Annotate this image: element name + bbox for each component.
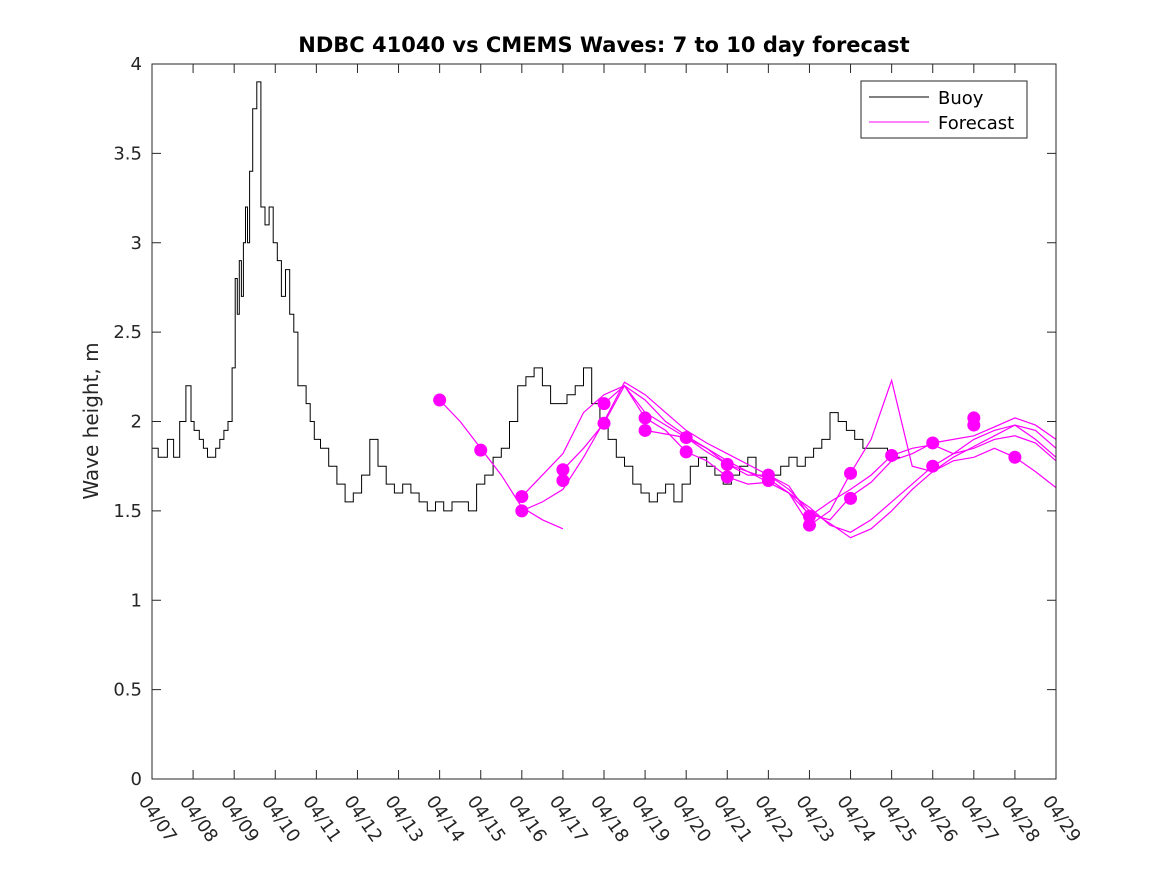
forecast-marker	[556, 473, 570, 487]
forecast-marker	[597, 416, 611, 430]
legend: Buoy Forecast	[860, 80, 1028, 139]
forecast-marker	[926, 436, 940, 450]
forecast-marker	[844, 466, 858, 480]
forecast-marker	[1008, 450, 1022, 464]
forecast-marker	[926, 459, 940, 473]
forecast-marker	[802, 518, 816, 532]
y-tick-label: 2	[131, 412, 142, 433]
forecast-marker	[885, 448, 899, 462]
y-tick-label: 2.5	[113, 322, 142, 343]
chart-title: NDBC 41040 vs CMEMS Waves: 7 to 10 day f…	[298, 33, 909, 57]
forecast-marker	[761, 473, 775, 487]
buoy-series-line	[152, 81, 900, 512]
forecast-marker	[844, 491, 858, 505]
forecast-marker	[802, 509, 816, 523]
y-tick-label: 3.5	[113, 143, 142, 164]
y-axis-label: Wave height, m	[79, 342, 103, 499]
forecast-series-line	[603, 378, 1056, 527]
y-tick-label: 1.5	[113, 501, 142, 522]
forecast-marker	[720, 470, 734, 484]
y-axis: 0 0.5 1 1.5 2 2.5 3 3.5 4	[113, 54, 1056, 790]
legend-box	[860, 80, 1028, 139]
y-tick-label: 0.5	[113, 680, 142, 701]
forecast-marker	[515, 490, 529, 504]
forecast-marker	[638, 411, 652, 425]
forecast-marker	[474, 443, 488, 457]
forecast-marker	[515, 504, 529, 518]
forecast-series-line	[439, 399, 564, 530]
series-layer	[152, 81, 1056, 539]
forecast-marker	[433, 393, 447, 407]
y-tick-label: 0	[131, 769, 142, 790]
y-tick-label: 1	[131, 590, 142, 611]
y-tick-label: 4	[131, 54, 142, 75]
forecast-marker	[967, 418, 981, 432]
forecast-marker	[597, 397, 611, 411]
forecast-series-line	[644, 429, 1056, 518]
forecast-marker	[720, 457, 734, 471]
forecast-marker	[679, 431, 693, 445]
forecast-marker	[556, 463, 570, 477]
legend-forecast-label: Forecast	[938, 113, 1014, 134]
legend-buoy-label: Buoy	[938, 88, 984, 109]
y-tick-label: 3	[131, 233, 142, 254]
forecast-marker	[679, 445, 693, 459]
forecast-marker	[638, 423, 652, 437]
